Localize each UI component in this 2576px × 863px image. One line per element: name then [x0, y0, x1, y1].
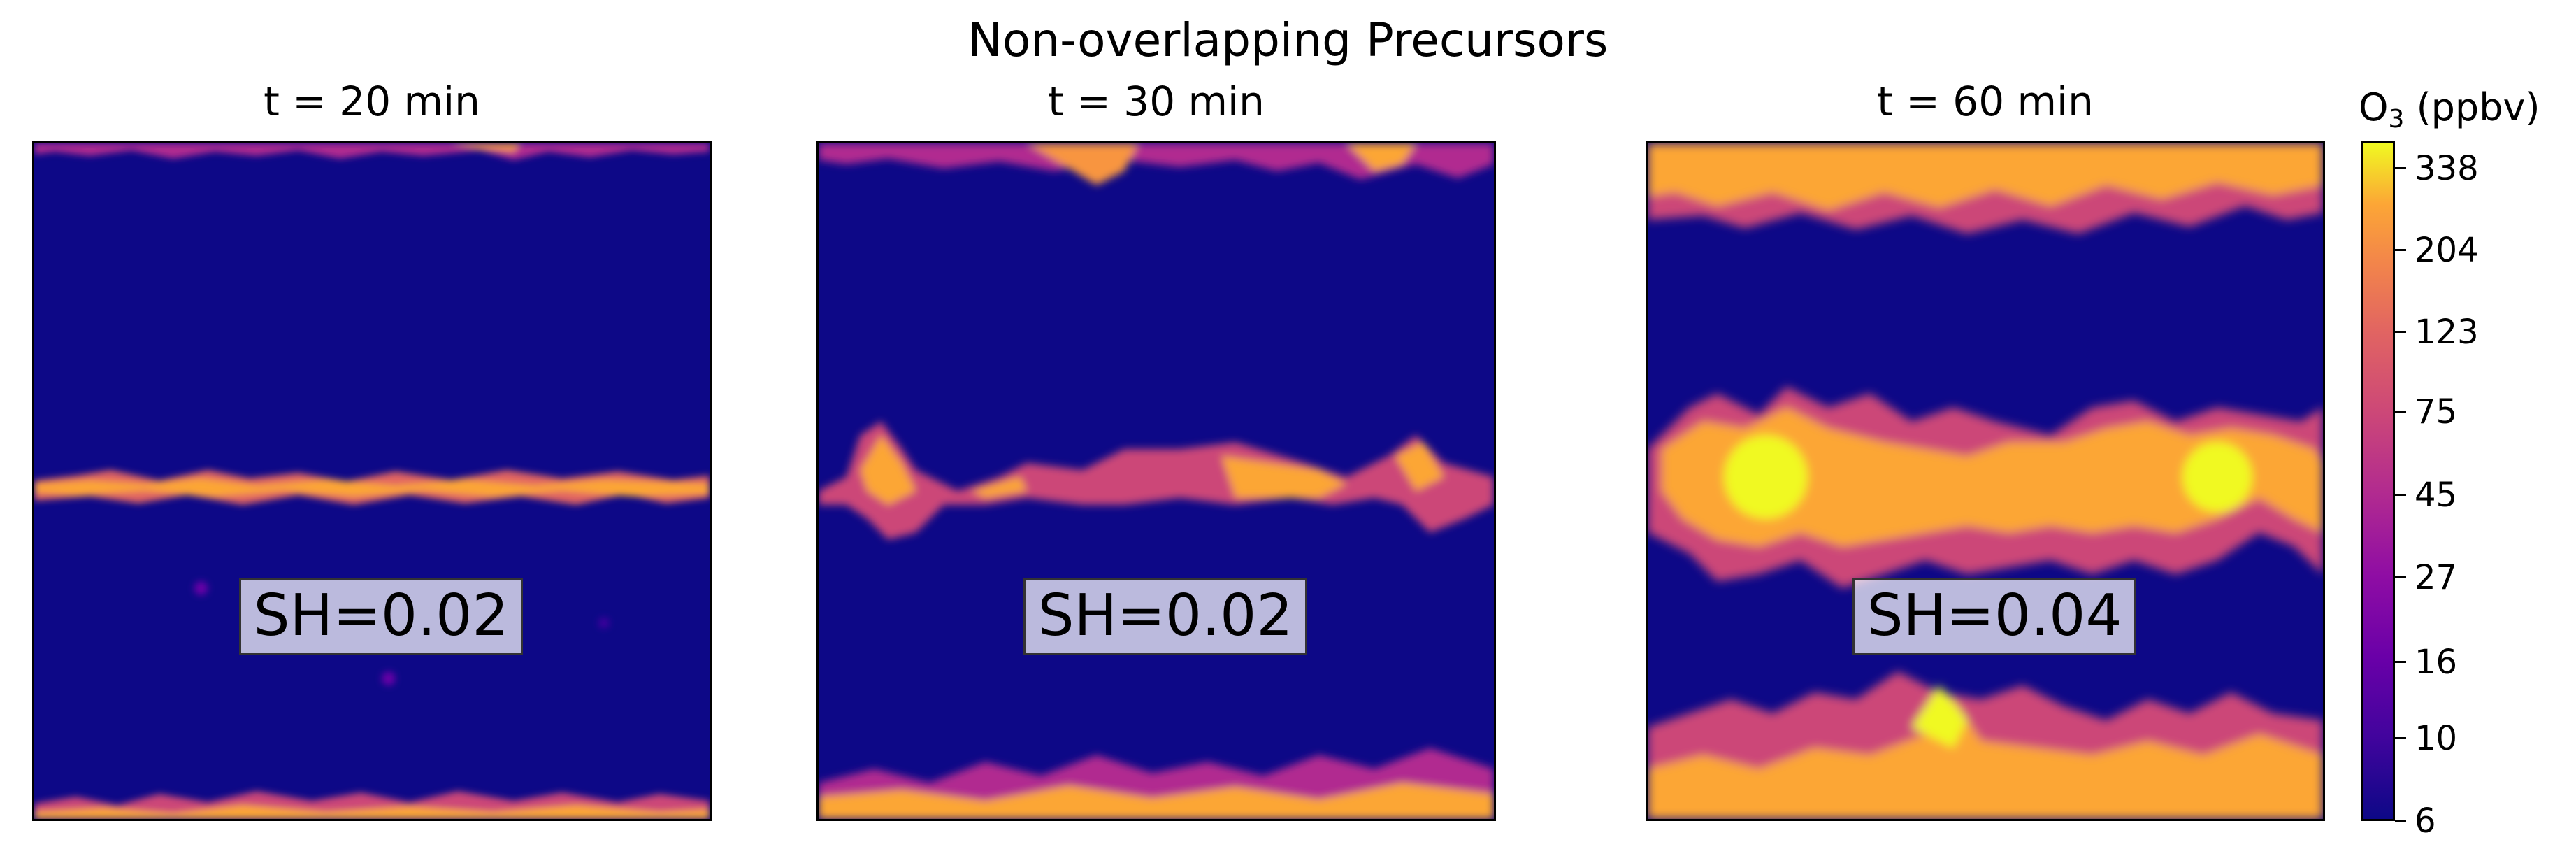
colorbar-tick	[2395, 576, 2406, 579]
colorbar-label-main: O	[2359, 85, 2389, 129]
center-band-core	[1661, 407, 2323, 547]
top-edge-spot	[1346, 143, 1416, 171]
colorbar-label: O3 (ppbv)	[2359, 85, 2540, 142]
colorbar-label-sub: 3	[2388, 105, 2405, 134]
colorbar-tick-label: 123	[2415, 312, 2479, 352]
heatmap-2-field	[819, 143, 1494, 819]
center-band-core	[860, 435, 916, 505]
bottom-edge-core	[819, 783, 1494, 819]
heatmap-panel-3: SH=0.04	[1646, 141, 2325, 821]
top-edge-core	[1648, 143, 2323, 211]
colorbar-tick-label: 6	[2415, 801, 2436, 841]
top-edge-core	[1027, 143, 1139, 185]
colorbar-tick	[2395, 494, 2406, 497]
panel-title-3: t = 60 min	[1877, 78, 2094, 125]
heatmap-1-field	[34, 143, 710, 819]
colorbar-tick-label: 75	[2415, 392, 2458, 432]
colorbar-tick	[2395, 661, 2406, 664]
center-band-core	[34, 478, 710, 497]
bottom-edge-spot	[1911, 685, 1968, 748]
heatmap-3-field	[1648, 143, 2323, 819]
top-edge-core	[451, 143, 521, 152]
sh-annotation-3: SH=0.04	[1852, 578, 2136, 655]
top-edge-plume	[34, 143, 710, 160]
colorbar-tick-label: 27	[2415, 557, 2458, 597]
sh-annotation-2: SH=0.02	[1023, 578, 1307, 655]
bottom-edge-core	[1648, 699, 2323, 819]
colorbar-tick	[2395, 167, 2406, 170]
center-band-core-4	[1395, 442, 1444, 491]
panel-title-1: t = 20 min	[264, 78, 480, 125]
colorbar-tick	[2395, 249, 2406, 252]
sh-annotation-1: SH=0.02	[239, 578, 523, 655]
colorbar-tick-label: 204	[2415, 230, 2479, 270]
colorbar-tick	[2395, 411, 2406, 413]
colorbar-tick	[2395, 331, 2406, 334]
colorbar	[2361, 141, 2395, 821]
heatmap-panel-1: SH=0.02	[32, 141, 712, 821]
bottom-edge-core	[34, 805, 710, 819]
heatmap-panel-2: SH=0.02	[816, 141, 1496, 821]
center-band-core-2	[971, 477, 1028, 498]
figure-title: Non-overlapping Precursors	[967, 13, 1609, 67]
colorbar-tick-label: 45	[2415, 475, 2458, 515]
panel-title-2: t = 30 min	[1048, 78, 1265, 125]
colorbar-tick-label: 16	[2415, 642, 2458, 682]
top-edge-plume	[819, 143, 1494, 180]
colorbar-tick-label: 10	[2415, 718, 2458, 758]
colorbar-label-unit: (ppbv)	[2404, 85, 2540, 129]
center-band-outer	[819, 421, 1494, 540]
colorbar-tick	[2395, 820, 2406, 822]
center-band-core-3	[1221, 456, 1347, 498]
colorbar-tick	[2395, 737, 2406, 740]
colorbar-tick-label: 338	[2415, 148, 2479, 188]
